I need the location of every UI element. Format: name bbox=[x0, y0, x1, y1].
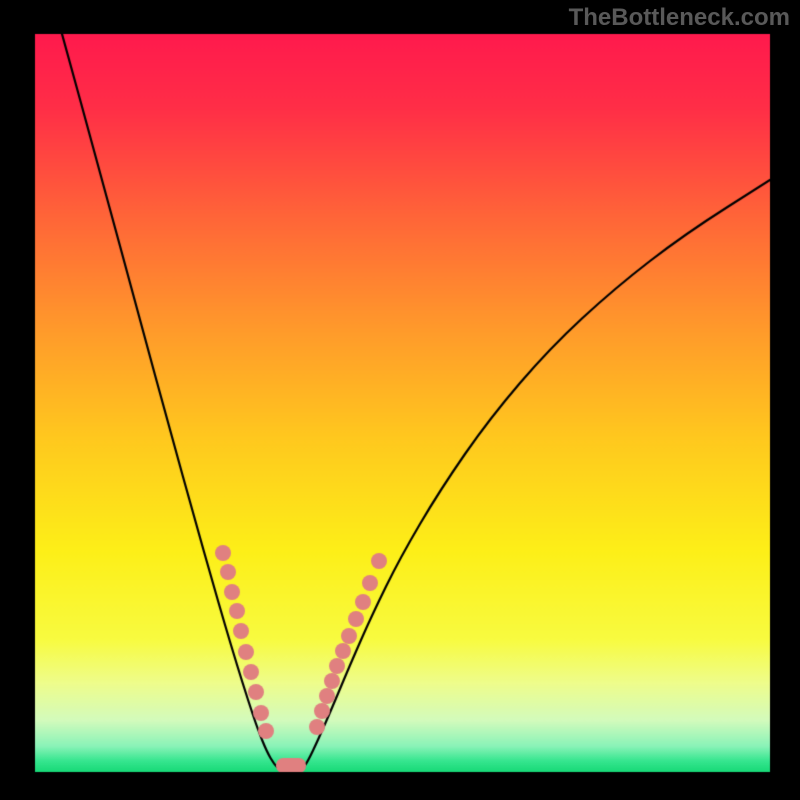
watermark-text: TheBottleneck.com bbox=[569, 4, 790, 32]
bottleneck-curve-chart bbox=[0, 0, 800, 800]
chart-root: TheBottleneck.com bbox=[0, 0, 800, 800]
